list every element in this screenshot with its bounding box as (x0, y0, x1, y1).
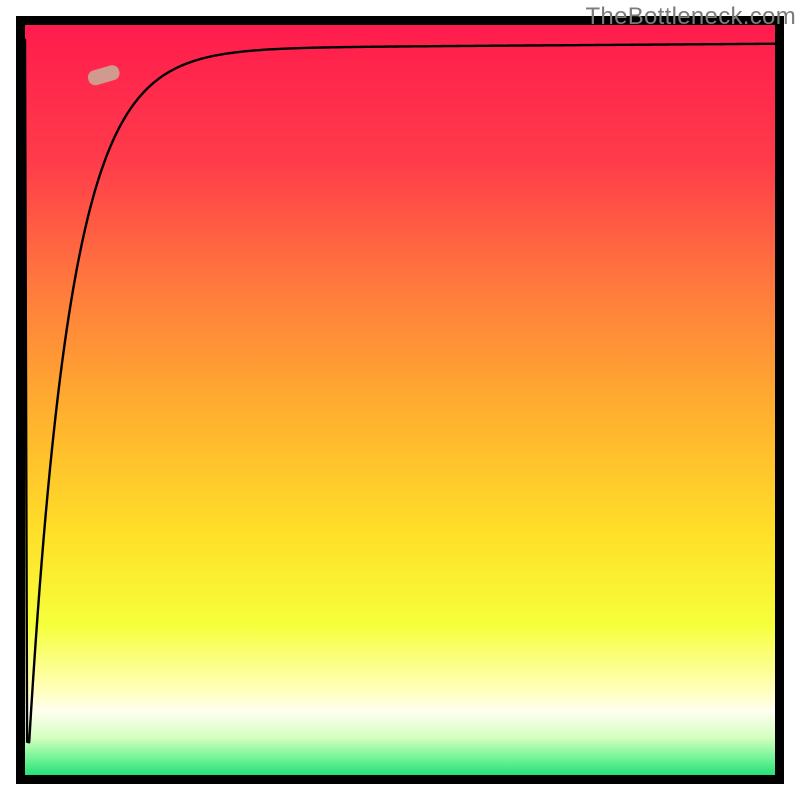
watermark-text: TheBottleneck.com (585, 3, 796, 31)
plot-background (25, 25, 775, 775)
chart (0, 0, 800, 800)
